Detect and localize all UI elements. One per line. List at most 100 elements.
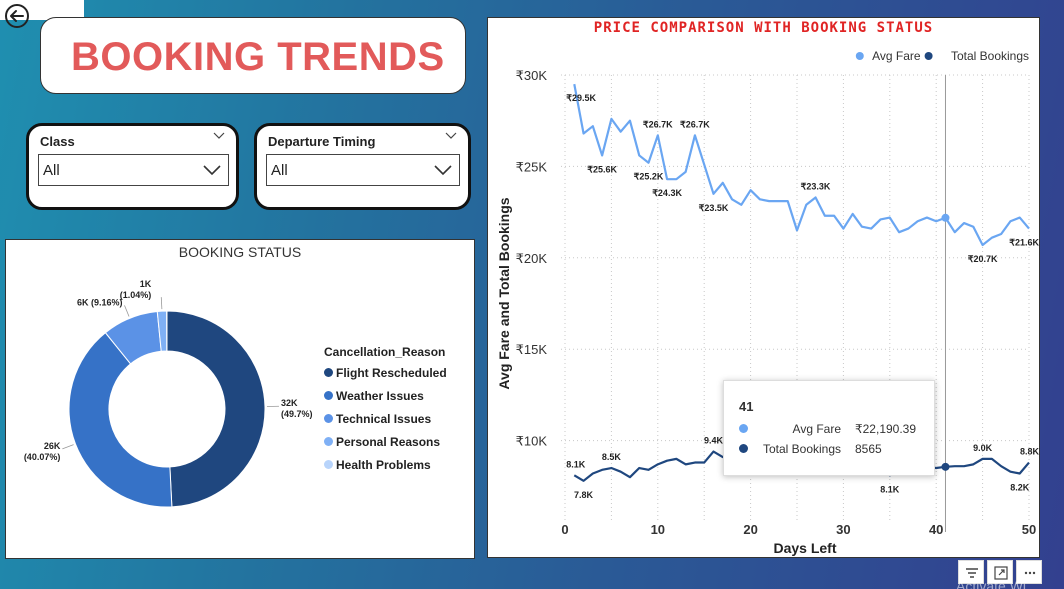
chevron-down-icon[interactable]: [444, 131, 458, 141]
filter-button[interactable]: [958, 560, 984, 584]
chart-title: PRICE COMPARISON WITH BOOKING STATUS: [593, 20, 934, 36]
hover-marker: [941, 213, 950, 222]
tooltip-row-avg-fare: Avg Fare ₹22,190.39: [739, 422, 929, 436]
x-tick-label: 10: [651, 522, 665, 537]
legend-label: Weather Issues: [336, 389, 424, 403]
y-tick-label: ₹25K: [516, 159, 548, 174]
dropdown-chevron-icon: [434, 165, 452, 176]
tooltip-value: 8565: [855, 442, 882, 456]
legend-item[interactable]: Flight Rescheduled: [324, 366, 447, 380]
donut-title: BOOKING STATUS: [178, 244, 302, 260]
x-tick-label: 50: [1022, 522, 1036, 537]
donut-chart: 32K(49.7%) 26K(40.07%) 6K (9.16%) 1K(1.04%): [24, 279, 313, 508]
y-tick-label: ₹15K: [516, 342, 548, 357]
tooltip-marker-icon: [739, 424, 748, 433]
dropdown-chevron-icon: [203, 165, 221, 176]
donut-data-label: 1K: [140, 279, 152, 289]
data-label: 8.8K: [1020, 447, 1040, 457]
chart-tooltip: 41 Avg Fare ₹22,190.39 Total Bookings 85…: [723, 380, 935, 476]
data-label: ₹23.3K: [801, 181, 831, 191]
class-dropdown-value: All: [43, 162, 60, 179]
legend-item[interactable]: Weather Issues: [324, 389, 424, 403]
donut-data-label: 32K: [281, 398, 298, 408]
tooltip-key: Avg Fare: [792, 422, 841, 436]
filter-icon: [966, 568, 978, 578]
data-label: ₹24.3K: [652, 188, 682, 198]
booking-status-panel: BOOKING STATUS 32K (49.7%) 26K (40.07%) 6K (…: [5, 239, 475, 559]
donut-data-label: 6K (9.16%): [77, 297, 123, 307]
tooltip-row-total-bookings: Total Bookings 8565: [739, 442, 929, 456]
chart-legend-dot-icon: [924, 52, 933, 60]
legend-label: Health Problems: [336, 458, 431, 472]
more-options-button[interactable]: [1016, 560, 1042, 584]
legend-item[interactable]: Health Problems: [324, 458, 431, 472]
activate-windows-watermark: Activate Wi: [956, 578, 1027, 589]
departure-timing-dropdown[interactable]: All: [266, 154, 460, 186]
class-dropdown[interactable]: All: [38, 154, 229, 186]
data-label: 8.1K: [566, 459, 586, 469]
series-line-0[interactable]: [573, 83, 1030, 247]
legend-dot-icon: [324, 414, 333, 423]
legend-item[interactable]: Personal Reasons: [324, 435, 440, 449]
donut-slice-1[interactable]: [68, 332, 173, 508]
data-label: ₹26.7K: [680, 119, 710, 129]
data-label: 9.4K: [704, 436, 724, 446]
legend-label: Personal Reasons: [336, 435, 441, 449]
donut-data-sublabel: (40.07%): [24, 452, 61, 462]
legend-dot-icon: [324, 368, 333, 377]
y-axis-label: Avg Fare and Total Bookings: [496, 197, 512, 389]
data-label: 7.8K: [574, 490, 594, 500]
legend-dot-icon: [324, 391, 333, 400]
departure-timing-slicer: Departure Timing All: [254, 123, 471, 210]
chart-legend-dot-icon: [855, 52, 864, 60]
legend-title: Cancellation_Reason: [324, 345, 446, 359]
departure-timing-dropdown-value: All: [271, 162, 288, 179]
tooltip-value: ₹22,190.39: [855, 422, 917, 436]
chart-legend-label: Avg Fare: [872, 49, 921, 63]
x-tick-label: 0: [561, 522, 568, 537]
leader-line: [160, 297, 163, 310]
y-tick-label: ₹10K: [516, 434, 548, 449]
data-label: ₹21.6K: [1009, 238, 1039, 248]
y-tick-label: ₹30K: [516, 68, 548, 83]
focus-mode-button[interactable]: [987, 560, 1013, 584]
data-label: ₹26.7K: [643, 119, 673, 129]
data-label: ₹25.2K: [634, 172, 664, 182]
tooltip-marker-icon: [739, 444, 748, 453]
line-chart[interactable]: ₹10K ₹15K ₹20K ₹25K ₹30K 0 10 20 30 40 50 Days Left…: [488, 18, 1041, 559]
page-title: BOOKING TRENDS: [71, 35, 445, 79]
donut-data-sublabel: (49.7%): [281, 409, 313, 419]
back-button[interactable]: [0, 0, 84, 28]
class-slicer-label: Class: [40, 134, 75, 149]
donut-slice-0[interactable]: [166, 310, 266, 508]
legend-item[interactable]: Technical Issues: [324, 412, 431, 426]
donut-data-label: 26K: [44, 441, 61, 451]
back-arrow-icon: [5, 4, 29, 28]
x-tick-label: 40: [929, 522, 943, 537]
data-label: 8.2K: [1010, 483, 1030, 493]
x-tick-label: 20: [743, 522, 757, 537]
leader-line: [62, 444, 74, 450]
legend-label: Technical Issues: [336, 412, 432, 426]
departure-timing-label: Departure Timing: [268, 134, 376, 149]
data-label: 8.5K: [602, 452, 622, 462]
data-label: ₹20.7K: [968, 254, 998, 264]
chevron-down-icon[interactable]: [212, 131, 226, 141]
class-slicer: Class All: [26, 123, 239, 210]
legend-dot-icon: [324, 460, 333, 469]
expand-icon: [994, 566, 1008, 580]
tooltip-key: Total Bookings: [762, 442, 841, 456]
x-axis-label: Days Left: [773, 540, 836, 556]
leader-line: [124, 305, 130, 317]
legend-dot-icon: [324, 437, 333, 446]
data-label: ₹23.5K: [699, 203, 729, 213]
data-label: ₹25.6K: [587, 164, 617, 174]
data-label: ₹29.5K: [566, 93, 596, 103]
title-card: BOOKING TRENDS: [40, 17, 466, 94]
price-comparison-panel: PRICE COMPARISON WITH BOOKING STATUS ₹10…: [487, 17, 1040, 558]
legend-label: Flight Rescheduled: [336, 366, 447, 380]
hover-marker: [941, 462, 950, 471]
more-icon: [1024, 571, 1036, 575]
x-tick-label: 30: [836, 522, 850, 537]
data-label: 8.1K: [880, 484, 900, 494]
